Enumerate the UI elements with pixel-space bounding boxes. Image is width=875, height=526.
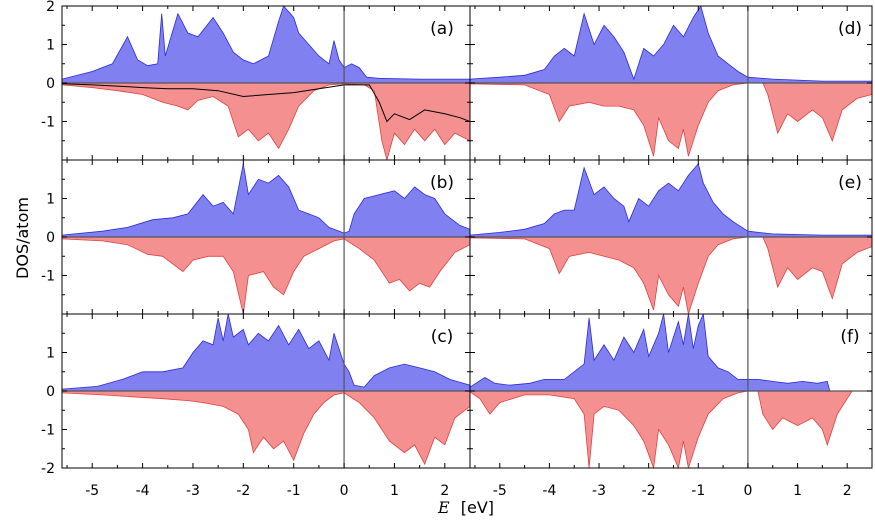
panel-plot-area xyxy=(470,6,872,157)
panel-e: (e) xyxy=(469,159,873,315)
x-tick-label: -4 xyxy=(542,483,556,499)
panel-d: (d) xyxy=(469,5,873,161)
panel-label: (c) xyxy=(431,327,454,347)
panel-plot-area xyxy=(470,314,872,468)
spin-up-area xyxy=(470,162,872,238)
panel-label: (a) xyxy=(430,19,454,39)
y-tick-label: -1 xyxy=(41,423,55,439)
spin-up-area xyxy=(62,314,470,392)
x-tick-label: 1 xyxy=(390,483,399,499)
x-tick-label: -5 xyxy=(85,483,99,499)
spin-up-area xyxy=(62,6,470,84)
x-tick-label: 0 xyxy=(340,483,349,499)
x-tick-label: -3 xyxy=(592,483,606,499)
panel-plot-area xyxy=(62,314,470,466)
y-tick-label: 1 xyxy=(46,192,55,208)
panel-label: (b) xyxy=(430,173,454,193)
y-tick-label: 0 xyxy=(46,384,55,400)
x-tick-label: -2 xyxy=(642,483,656,499)
x-axis-symbol: E xyxy=(437,498,450,517)
panel-plot-area xyxy=(62,163,470,314)
panel-label: (d) xyxy=(838,19,862,39)
x-tick-label: -1 xyxy=(691,483,705,499)
panel-c: (c) xyxy=(61,313,471,469)
y-axis-title: DOS/atom xyxy=(13,197,32,279)
x-tick-label: -3 xyxy=(186,483,200,499)
panel-f: (f) xyxy=(469,313,873,469)
y-tick-label: 0 xyxy=(46,76,55,92)
y-tick-label: -1 xyxy=(41,115,55,131)
x-tick-label: 2 xyxy=(440,483,449,499)
spin-down-area xyxy=(62,236,470,314)
spin-up-area xyxy=(470,6,872,84)
y-tick-label: 0 xyxy=(46,230,55,246)
x-tick-label: -5 xyxy=(493,483,507,499)
panel-a: (a) xyxy=(61,5,471,161)
x-axis-title: E [eV] xyxy=(437,498,494,517)
spin-down-area xyxy=(470,82,872,157)
x-tick-label: -2 xyxy=(236,483,250,499)
y-tick-label: 1 xyxy=(46,346,55,362)
x-tick-labels: -5 -4 -3 -2 -1 0 1 2 -5 -4 -3 -2 -1 0 1 2 xyxy=(85,483,851,499)
x-axis-unit: [eV] xyxy=(461,498,494,517)
x-tick-label: 2 xyxy=(843,483,852,499)
y-tick-label: -1 xyxy=(41,269,55,285)
spin-down-area xyxy=(470,236,872,314)
panel-plot-area xyxy=(62,6,470,160)
panel-label: (f) xyxy=(840,327,859,347)
panel-b: (b) xyxy=(61,159,471,315)
spin-down-area xyxy=(470,390,872,468)
panel-grid: (a) (b) (c) (d) (e) (f) xyxy=(61,5,873,469)
y-tick-label: 1 xyxy=(46,38,55,54)
y-tick-label: -2 xyxy=(41,461,55,477)
x-tick-label: -1 xyxy=(287,483,301,499)
total-dos-line xyxy=(62,83,470,123)
spin-down-area xyxy=(62,390,470,466)
spin-up-area xyxy=(62,163,470,238)
spin-up-area xyxy=(470,314,872,392)
y-tick-labels: 2 1 0 -1 1 0 -1 1 0 -1 -2 xyxy=(41,0,55,477)
x-tick-label: 1 xyxy=(793,483,802,499)
x-tick-label: 0 xyxy=(743,483,752,499)
y-tick-label: 2 xyxy=(46,0,55,15)
panel-plot-area xyxy=(470,162,872,314)
x-tick-label: -4 xyxy=(136,483,150,499)
panel-label: (e) xyxy=(838,173,862,193)
spin-down-area xyxy=(62,82,470,160)
